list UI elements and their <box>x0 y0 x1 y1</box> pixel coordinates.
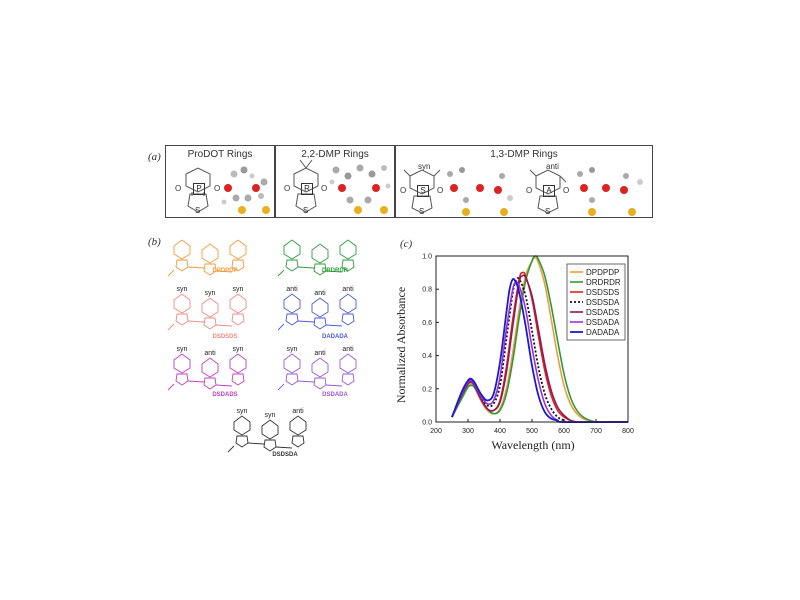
panel-b-label: (b) <box>148 236 161 248</box>
molecule-tag-anti: anti <box>292 408 304 415</box>
ring-letter-p: P <box>193 183 205 195</box>
molecule-dsdsds: syn syn syn <box>167 286 247 331</box>
ring-letter-a: A <box>543 185 555 197</box>
y-tick-label: 0.2 <box>422 386 432 393</box>
molecule-tag-anti: anti <box>314 350 326 357</box>
y-axis-label: Normalized Absorbance <box>394 287 408 403</box>
oxygen-label: O <box>284 184 291 193</box>
legend-label: DSDADS <box>586 308 619 317</box>
sulfur-label: S <box>545 207 551 216</box>
x-tick-label: 700 <box>590 428 602 435</box>
molecule-tag-anti: anti <box>342 346 354 353</box>
oxygen-label: O <box>400 186 407 195</box>
molecule-tag-anti: anti <box>286 286 298 293</box>
oxygen-label: O <box>563 186 570 195</box>
y-tick-label: 0.8 <box>422 287 432 294</box>
sulfur-label: S <box>419 207 425 216</box>
legend-label: DSDADA <box>586 318 620 327</box>
panel-a-label: (a) <box>148 151 161 163</box>
legend-label: DSDSDS <box>586 288 619 297</box>
molecule-name-dsdsds: DSDSDS <box>212 334 238 340</box>
molecule-name-dsdada: DSDADA <box>322 392 348 398</box>
molecule-tag-syn: syn <box>177 286 188 293</box>
y-tick-label: 0.0 <box>422 420 432 427</box>
molecule-name-dsdsda: DSDSDA <box>272 452 298 458</box>
molecule-tag-syn: syn <box>265 412 276 419</box>
oxygen-label: O <box>321 184 328 193</box>
series-line-dsdads <box>451 274 628 423</box>
molecule-drdrdr <box>277 239 357 277</box>
x-tick-label: 200 <box>430 428 442 435</box>
oxygen-label: O <box>526 186 533 195</box>
dmp13-rings-title: 1,3-DMP Rings <box>490 149 558 160</box>
molecule-dadada: anti anti anti <box>277 286 357 331</box>
x-tick-label: 400 <box>494 428 506 435</box>
molecule-dpdpdp <box>167 239 247 277</box>
y-tick-label: 1.0 <box>422 254 432 261</box>
oxygen-label: O <box>214 184 221 193</box>
panel-c-label: (c) <box>400 238 413 250</box>
oxygen-label: O <box>437 186 444 195</box>
syn-label: syn <box>418 162 431 171</box>
molecule-tag-anti: anti <box>204 350 216 357</box>
molecule-tag-syn: syn <box>237 408 248 415</box>
molecule-dsdada: syn anti anti <box>277 346 357 391</box>
legend-box <box>566 263 626 341</box>
molecule-tag-syn: syn <box>233 346 244 353</box>
molecule-name-drdrdr: DRDRDR <box>322 268 348 274</box>
prodot-rings-title: ProDOT Rings <box>187 149 253 160</box>
ring-letter-s: S <box>417 185 429 197</box>
series-line-dadada <box>451 278 629 424</box>
series-line-dsdada <box>451 281 629 423</box>
x-tick-label: 500 <box>526 428 538 435</box>
molecule-name-dadada: DADADA <box>322 334 348 340</box>
prodot-structure-icon <box>185 166 270 214</box>
legend-label: DRDRDR <box>586 278 621 287</box>
molecule-dsdads: syn anti syn <box>167 346 247 391</box>
x-tick-label: 600 <box>558 428 570 435</box>
legend-label: DPDPDP <box>586 268 619 277</box>
legend-label: DADADA <box>586 328 620 337</box>
molecule-tag-anti: anti <box>342 286 354 293</box>
molecule-dsdsda: syn syn anti <box>227 408 307 453</box>
anti-label: anti <box>546 162 559 171</box>
legend-label: DSDSDA <box>586 298 620 307</box>
sulfur-label: S <box>195 206 201 215</box>
dmp22-rings-title: 2,2-DMP Rings <box>301 149 369 160</box>
molecule-tag-anti: anti <box>314 290 326 297</box>
y-tick-label: 0.6 <box>422 320 432 327</box>
molecule-tag-syn: syn <box>205 290 216 297</box>
dmp13-rings-box: 1,3-DMP Rings syn anti S <box>395 145 653 218</box>
prodot-rings-box: ProDOT Rings P O O S <box>165 145 275 218</box>
y-tick-label: 0.4 <box>422 353 432 360</box>
x-tick-label: 300 <box>462 428 474 435</box>
molecule-tag-syn: syn <box>287 346 298 353</box>
x-tick-label: 800 <box>622 428 634 435</box>
molecule-tag-syn: syn <box>177 346 188 353</box>
dmp22-rings-box: 2,2-DMP Rings R O O S <box>275 145 395 218</box>
molecule-name-dpdpdp: DPDPDP <box>212 268 238 274</box>
ring-letter-r: R <box>301 183 313 195</box>
oxygen-label: O <box>175 184 182 193</box>
molecule-name-dsdads: DSDADS <box>212 392 238 398</box>
molecule-tag-syn: syn <box>233 286 244 293</box>
sulfur-label: S <box>303 206 309 215</box>
x-axis-label: Wavelength (nm) <box>491 438 574 452</box>
